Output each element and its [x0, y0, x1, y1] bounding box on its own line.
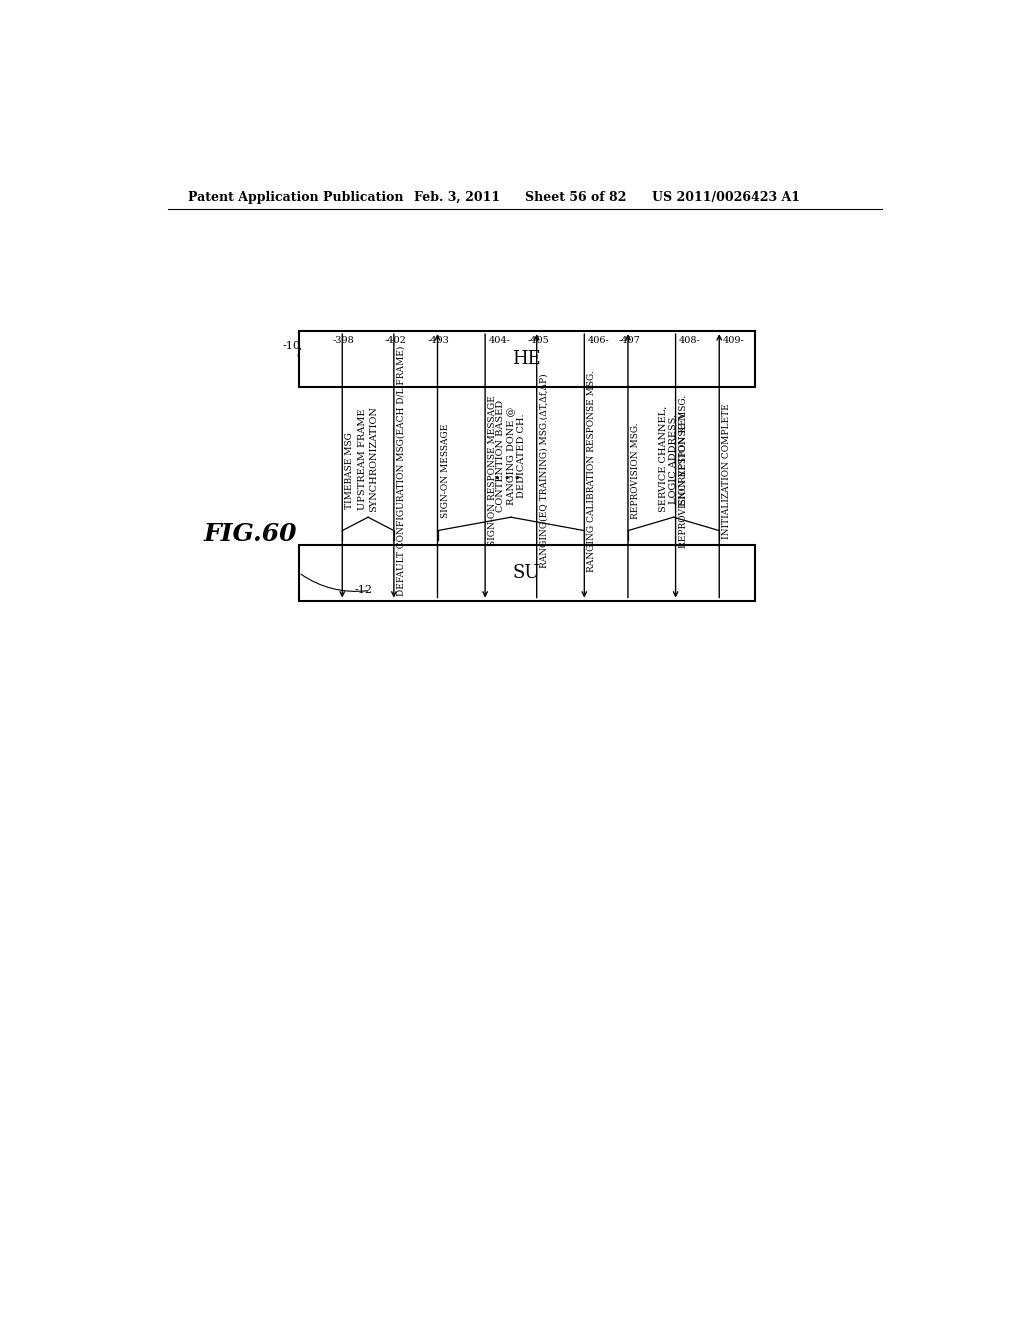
Text: -12: -12 — [354, 585, 372, 595]
Text: 408-: 408- — [679, 337, 700, 346]
Text: SIGN-ON MESSAGE: SIGN-ON MESSAGE — [440, 424, 450, 519]
Text: • • •: • • • — [495, 474, 520, 483]
Text: -403: -403 — [428, 337, 450, 346]
Text: Patent Application Publication: Patent Application Publication — [187, 190, 403, 203]
Text: RANGING(EQ TRAINING) MSG.(ΔT,Δf,ΔP): RANGING(EQ TRAINING) MSG.(ΔT,Δf,ΔP) — [540, 374, 549, 568]
Text: -405: -405 — [527, 337, 549, 346]
Text: 406-: 406- — [588, 337, 609, 346]
Text: 409-: 409- — [722, 337, 744, 346]
Text: -407: -407 — [618, 337, 640, 346]
Text: -402: -402 — [384, 337, 407, 346]
Text: FIG.60: FIG.60 — [204, 523, 297, 546]
Text: RANGING CALIBRATION RESPONSE MSG.: RANGING CALIBRATION RESPONSE MSG. — [588, 370, 597, 572]
Text: US 2011/0026423 A1: US 2011/0026423 A1 — [652, 190, 800, 203]
Text: Feb. 3, 2011: Feb. 3, 2011 — [414, 190, 500, 203]
Bar — [299, 331, 755, 387]
Bar — [299, 545, 755, 601]
Text: -398: -398 — [333, 337, 354, 346]
Text: CONTENTION BASED
RANGING DONE @
DEDICATED CH.: CONTENTION BASED RANGING DONE @ DEDICATE… — [496, 400, 525, 512]
Text: INITIALIZATION COMPLETE: INITIALIZATION COMPLETE — [722, 403, 731, 539]
Text: SERVICE CHANNEL,
LOGIC ADDRESS,
ENCRYPTION KEY: SERVICE CHANNEL, LOGIC ADDRESS, ENCRYPTI… — [658, 405, 688, 512]
Text: DEFAULT CONFIGURATION MSG(EACH D/L FRAME): DEFAULT CONFIGURATION MSG(EACH D/L FRAME… — [397, 346, 407, 597]
Text: SIGN-ON RESPONSE MESSAGE: SIGN-ON RESPONSE MESSAGE — [488, 396, 498, 546]
Text: TIMEBASE MSG: TIMEBASE MSG — [345, 433, 354, 510]
Text: 404-: 404- — [488, 337, 510, 346]
Text: UPSTREAM FRAME
SYNCHRONIZATION: UPSTREAM FRAME SYNCHRONIZATION — [358, 407, 378, 512]
Text: HE: HE — [512, 350, 541, 368]
Text: Sheet 56 of 82: Sheet 56 of 82 — [524, 190, 626, 203]
Text: SU: SU — [513, 564, 541, 582]
Text: REPROVISION MSG.: REPROVISION MSG. — [631, 422, 640, 519]
Text: REPROVISION RESPONSE MSG.: REPROVISION RESPONSE MSG. — [679, 395, 688, 548]
Text: -10: -10 — [283, 342, 301, 351]
